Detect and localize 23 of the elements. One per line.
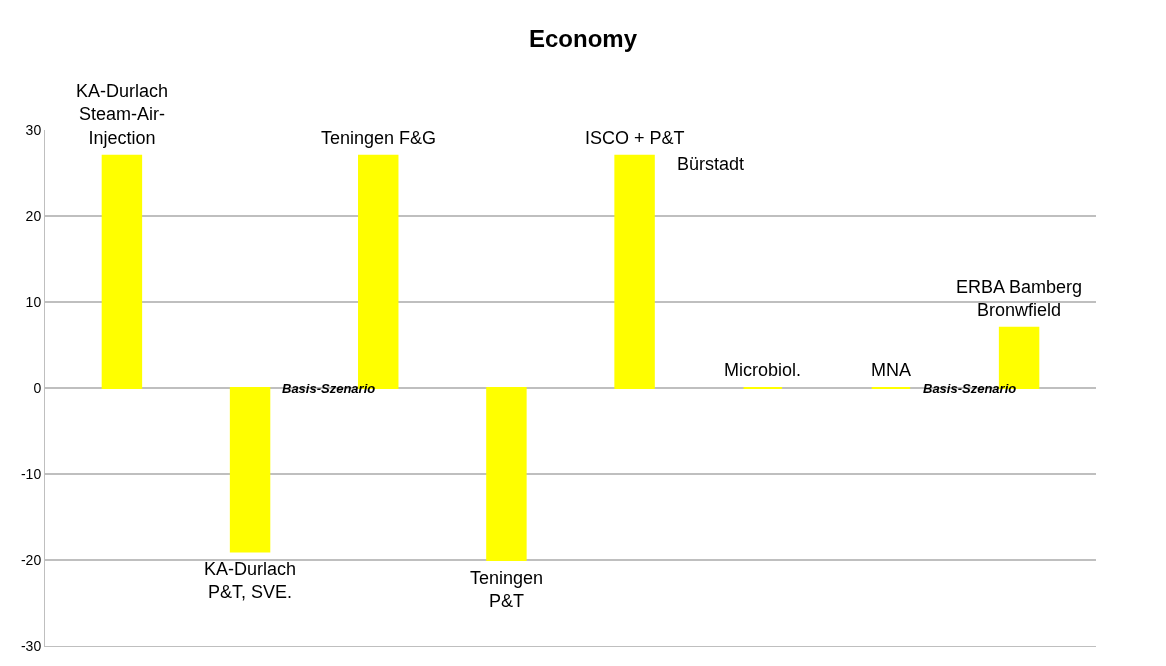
annotation: Bürstadt bbox=[677, 154, 745, 174]
y-tick-label: -20 bbox=[20, 551, 42, 568]
x-tick-label: KA-Durlach Steam-Air- Injection bbox=[76, 81, 169, 148]
y-tick-label: 20 bbox=[25, 207, 42, 224]
x-tick-label: MNA bbox=[871, 360, 911, 380]
x-tick-label: ISCO + P&T bbox=[585, 128, 685, 148]
annotation: Basis-Szenario bbox=[923, 381, 1017, 396]
chart-title: Economy bbox=[528, 24, 638, 52]
x-tick-label: Teningen F&G bbox=[321, 128, 437, 148]
y-tick-label: -30 bbox=[20, 637, 42, 654]
y-tick-label: 10 bbox=[25, 293, 42, 310]
bar bbox=[101, 154, 143, 389]
x-tick-label: Microbiol. bbox=[724, 360, 802, 380]
bar bbox=[614, 154, 655, 389]
y-tick-label: 0 bbox=[33, 379, 42, 396]
annotation: Basis-Szenario bbox=[282, 381, 376, 396]
y-tick-label: 30 bbox=[25, 121, 42, 138]
bar bbox=[486, 387, 527, 561]
x-tick-label: Teningen P&T bbox=[470, 568, 544, 612]
x-tick-label: ERBA Bamberg Bronwfield bbox=[956, 277, 1083, 321]
bar bbox=[229, 387, 271, 553]
x-tick-label: KA-Durlach P&T, SVE. bbox=[204, 559, 297, 603]
y-tick-label: -10 bbox=[20, 465, 42, 482]
